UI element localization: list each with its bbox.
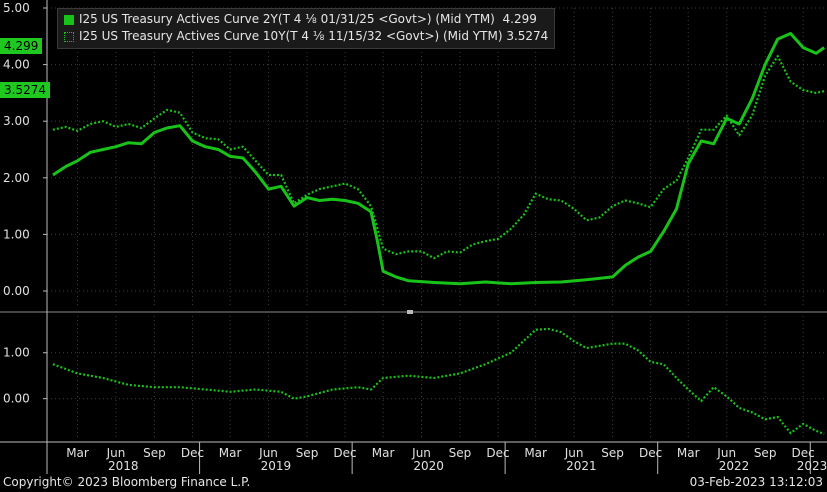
y-tick-label: 1.00 [3,346,30,360]
x-month-label: Dec [639,446,662,460]
y-tick-label: 2.00 [3,171,30,185]
series-line-2y [52,32,825,286]
x-month-label: Sep [449,446,472,460]
x-month-label: Jun [411,446,431,460]
x-year-label: 2023 [797,459,827,473]
x-month-label: Dec [333,446,356,460]
y-tick-label: 0.00 [3,392,30,406]
y-tick-label: 4.00 [3,58,30,72]
spread-grid [47,316,827,440]
x-month-label: Mar [372,446,395,460]
x-month-label: Mar [677,446,700,460]
last-value-badge-10y: 3.5274 [0,82,50,98]
legend-item-2y: I25 US Treasury Actives Curve 2Y(T 4 ⅛ 0… [64,11,548,28]
x-year-label: 2020 [413,459,444,473]
x-month-label: Sep [601,446,624,460]
legend-item-10y: I25 US Treasury Actives Curve 10Y(T 4 ⅛ … [64,28,548,45]
main-series [52,32,825,286]
x-month-label: Jun [716,446,736,460]
y-tick-label: 3.00 [3,114,30,128]
y-tick-label: 1.00 [3,227,30,241]
x-month-label: Mar [524,446,547,460]
series-line-10y [52,55,825,260]
spread-series [52,327,825,436]
x-month-label: Jun [258,446,278,460]
x-year-label: 2022 [719,459,750,473]
legend-label-2y: I25 US Treasury Actives Curve 2Y(T 4 ⅛ 0… [79,12,537,26]
x-month-label: Jun [564,446,584,460]
x-month-label: Mar [66,446,89,460]
legend-swatch-2y [64,14,74,25]
x-month-label: Mar [219,446,242,460]
x-month-label: Sep [754,446,777,460]
x-year-label: 2019 [261,459,292,473]
x-month-label: Sep [296,446,319,460]
x-year-label: 2021 [566,459,597,473]
y-tick-label: 5.00 [3,1,30,15]
axes [0,0,827,474]
main-grid [47,7,827,308]
footer-bar: Copyright© 2023 Bloomberg Finance L.P. 0… [0,474,827,492]
legend-swatch-10y [64,31,74,42]
x-month-label: Dec [486,446,509,460]
series-line-spread [52,327,825,436]
panel-resize-handle [407,310,413,314]
copyright-text: Copyright© 2023 Bloomberg Finance L.P. [3,475,251,489]
tick-labels: 0.00 1.00 2.00 3.00 4.00 5.00 0.00 1.00 Mar Jun Se… [3,1,827,473]
x-year-label: 2018 [108,459,139,473]
x-month-label: Sep [143,446,166,460]
x-month-label: Jun [106,446,126,460]
y-tick-label: 0.00 [3,284,30,298]
x-month-label: Dec [181,446,204,460]
chart-legend: I25 US Treasury Actives Curve 2Y(T 4 ⅛ 0… [57,8,556,49]
legend-label-10y: I25 US Treasury Actives Curve 10Y(T 4 ⅛ … [79,29,549,43]
last-value-badge-2y: 4.299 [0,38,43,54]
timestamp-text: 03-Feb-2023 13:12:03 [689,475,823,489]
x-month-label: Dec [792,446,815,460]
